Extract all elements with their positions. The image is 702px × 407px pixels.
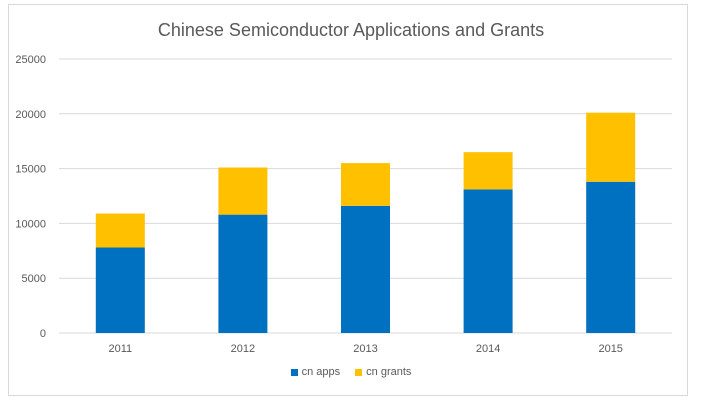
bar-cn-apps-2011 — [95, 247, 145, 333]
chart-title: Chinese Semiconductor Applications and G… — [157, 20, 545, 40]
legend-item-cn-apps: cn apps — [290, 366, 341, 378]
y-tick-label: 10000 — [15, 218, 46, 230]
bar-cn-grants-2011 — [95, 213, 145, 248]
y-tick-label: 20000 — [15, 109, 46, 121]
bar-cn-apps-2012 — [218, 214, 268, 333]
legend-swatch-cn-apps — [290, 368, 298, 376]
y-tick-label: 25000 — [15, 54, 46, 66]
legend-label-cn-apps: cn apps — [301, 366, 341, 378]
chart-legend: cn apps cn grants — [0, 366, 702, 379]
bar-cn-apps-2014 — [463, 189, 513, 333]
y-tick-label: 15000 — [15, 164, 46, 176]
x-tick-label: 2011 — [108, 343, 132, 355]
y-tick-label: 5000 — [22, 273, 46, 285]
bar-cn-apps-2013 — [341, 205, 390, 333]
bar-cn-grants-2013 — [341, 163, 390, 206]
bar-cn-grants-2012 — [218, 167, 268, 215]
bar-cn-grants-2014 — [463, 152, 513, 190]
bar-cn-apps-2015 — [586, 181, 636, 333]
bar-cn-grants-2015 — [586, 112, 636, 182]
x-tick-label: 2015 — [598, 343, 622, 355]
legend-swatch-cn-grants — [355, 368, 363, 376]
y-tick-label: 0 — [40, 328, 46, 340]
x-tick-label: 2013 — [353, 343, 377, 355]
legend-label-cn-grants: cn grants — [366, 366, 412, 378]
x-tick-label: 2014 — [476, 343, 500, 355]
legend-item-cn-grants: cn grants — [355, 366, 411, 378]
x-tick-label: 2012 — [231, 343, 255, 355]
